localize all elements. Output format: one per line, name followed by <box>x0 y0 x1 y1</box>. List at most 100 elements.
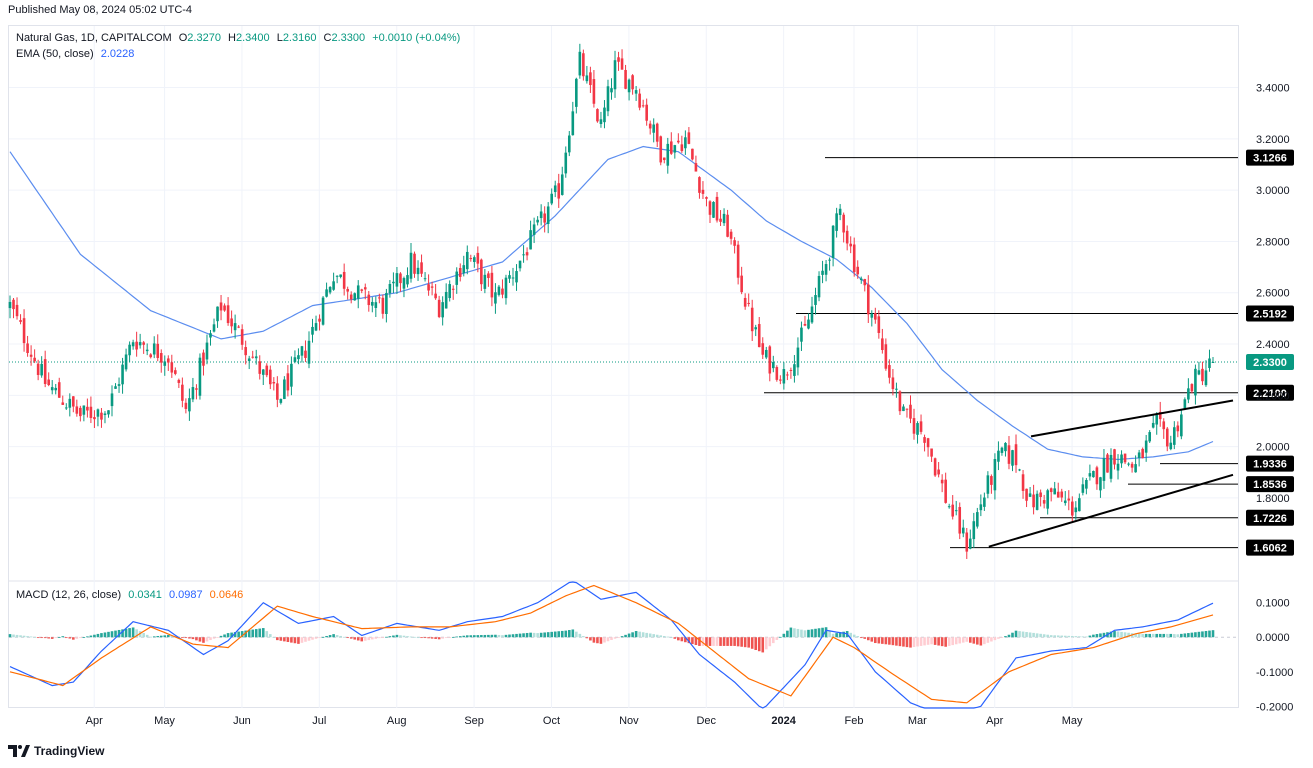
macd-hist-bar <box>1032 632 1035 638</box>
tradingview-brand[interactable]: TradingView <box>8 744 104 758</box>
level-label: 2.5192 <box>1253 308 1287 320</box>
candle-body <box>1106 454 1109 473</box>
macd-hist-bar <box>335 635 339 638</box>
candle-body <box>1180 414 1183 437</box>
macd-hist-bar <box>919 637 923 646</box>
macd-hist-bar <box>1197 631 1201 638</box>
macd-hist-bar <box>297 637 300 644</box>
candle-body <box>951 504 955 517</box>
macd-hist-bar <box>532 632 536 638</box>
candle-body <box>1053 488 1057 495</box>
level-badge <box>1246 509 1294 526</box>
candle-body <box>233 323 237 331</box>
candle-body <box>838 208 842 216</box>
symbol-legend[interactable]: Natural Gas, 1D, CAPITALCOM O2.3270 H2.3… <box>16 32 468 44</box>
candle-body <box>817 275 821 298</box>
candle-body <box>916 423 919 435</box>
macd-hist-bar <box>494 634 497 638</box>
candle-body <box>212 324 216 332</box>
macd-hist-bar <box>736 637 740 647</box>
macd-hist-bar <box>43 637 47 639</box>
macd-hist-bar <box>564 630 568 638</box>
candle-body <box>103 413 107 415</box>
macd-hist-bar <box>437 637 441 640</box>
macd-hist-bar <box>159 635 163 638</box>
macd-hist-bar <box>501 635 504 638</box>
candle-body <box>712 201 715 218</box>
macd-hist-bar <box>82 637 86 639</box>
macd-hist-bar <box>332 634 335 638</box>
macd-hist-bar <box>395 634 399 638</box>
candle-body <box>483 274 487 289</box>
candle-body <box>909 404 912 419</box>
macd-hist-bar <box>15 634 19 638</box>
candle-body <box>866 284 870 315</box>
candle-body <box>385 293 388 315</box>
candle-body <box>349 294 353 300</box>
chart-frame[interactable] <box>8 25 1239 708</box>
candle-body <box>1095 467 1099 485</box>
candle-body <box>290 363 293 387</box>
macd-hist-bar <box>705 637 708 646</box>
macd-hist-bar <box>216 637 219 639</box>
ema-legend[interactable]: EMA (50, close) 2.0228 <box>16 48 138 60</box>
macd-hist-bar <box>585 637 589 639</box>
macd-hist-bar <box>283 637 286 642</box>
candle-body <box>1197 370 1201 375</box>
candle-body <box>884 344 888 369</box>
candle-body <box>114 386 117 389</box>
macd-hist-bar <box>26 636 29 638</box>
macd-hist-bar <box>353 637 357 640</box>
macd-hist-bar <box>114 630 117 638</box>
candle-body <box>603 107 606 123</box>
macd-hist-bar <box>613 637 617 639</box>
candle-body <box>216 306 219 322</box>
macd-hist-bar <box>458 636 462 638</box>
candle-body <box>1078 498 1081 512</box>
candle-body <box>930 448 933 457</box>
candle-body <box>895 388 898 390</box>
candle-body <box>1194 368 1197 396</box>
candle-body <box>223 305 226 311</box>
candle-body <box>740 275 743 293</box>
macd-hist-bar <box>1042 634 1046 638</box>
macd-hist-bar <box>701 637 705 646</box>
candle-body <box>793 364 796 376</box>
macd-legend[interactable]: MACD (12, 26, close) 0.0341 0.0987 0.064… <box>16 589 247 601</box>
candle-body <box>571 111 575 136</box>
macd-hist-bar <box>483 634 487 638</box>
macd-hist-bar <box>821 627 824 638</box>
macd-hist-bar <box>997 637 1000 639</box>
macd-hist-bar <box>86 636 89 638</box>
candle-body <box>986 475 990 494</box>
candle-body <box>652 124 656 133</box>
macd-hist-bar <box>406 636 409 638</box>
candle-body <box>1123 453 1127 463</box>
macd-hist-bar <box>409 636 413 638</box>
candle-body <box>1148 432 1151 442</box>
time-tick-label: Apr <box>86 715 103 727</box>
macd-hist-bar <box>1204 630 1208 638</box>
tradingview-logo-icon <box>8 745 30 757</box>
macd-hist-bar <box>237 631 240 638</box>
candle-body <box>501 288 504 295</box>
candle-body <box>1081 484 1085 493</box>
candle-body <box>293 357 297 362</box>
macd-hist-bar <box>508 634 511 638</box>
macd-hist-bar <box>198 637 202 642</box>
candle-body <box>328 286 332 293</box>
candle-body <box>1127 463 1130 465</box>
candle-body <box>272 381 276 384</box>
macd-hist-bar <box>965 637 969 642</box>
candle-body <box>764 349 768 358</box>
candle-body <box>796 347 800 368</box>
macd-hist-bar <box>423 637 427 639</box>
candle-body <box>662 157 666 161</box>
macd-hist-bar <box>321 636 325 638</box>
macd-hist-bar <box>191 637 195 640</box>
macd-hist-bar <box>543 632 546 638</box>
macd-hist-bar <box>824 627 828 638</box>
time-tick-label: May <box>1062 715 1083 727</box>
macd-hist-bar <box>1039 633 1042 638</box>
